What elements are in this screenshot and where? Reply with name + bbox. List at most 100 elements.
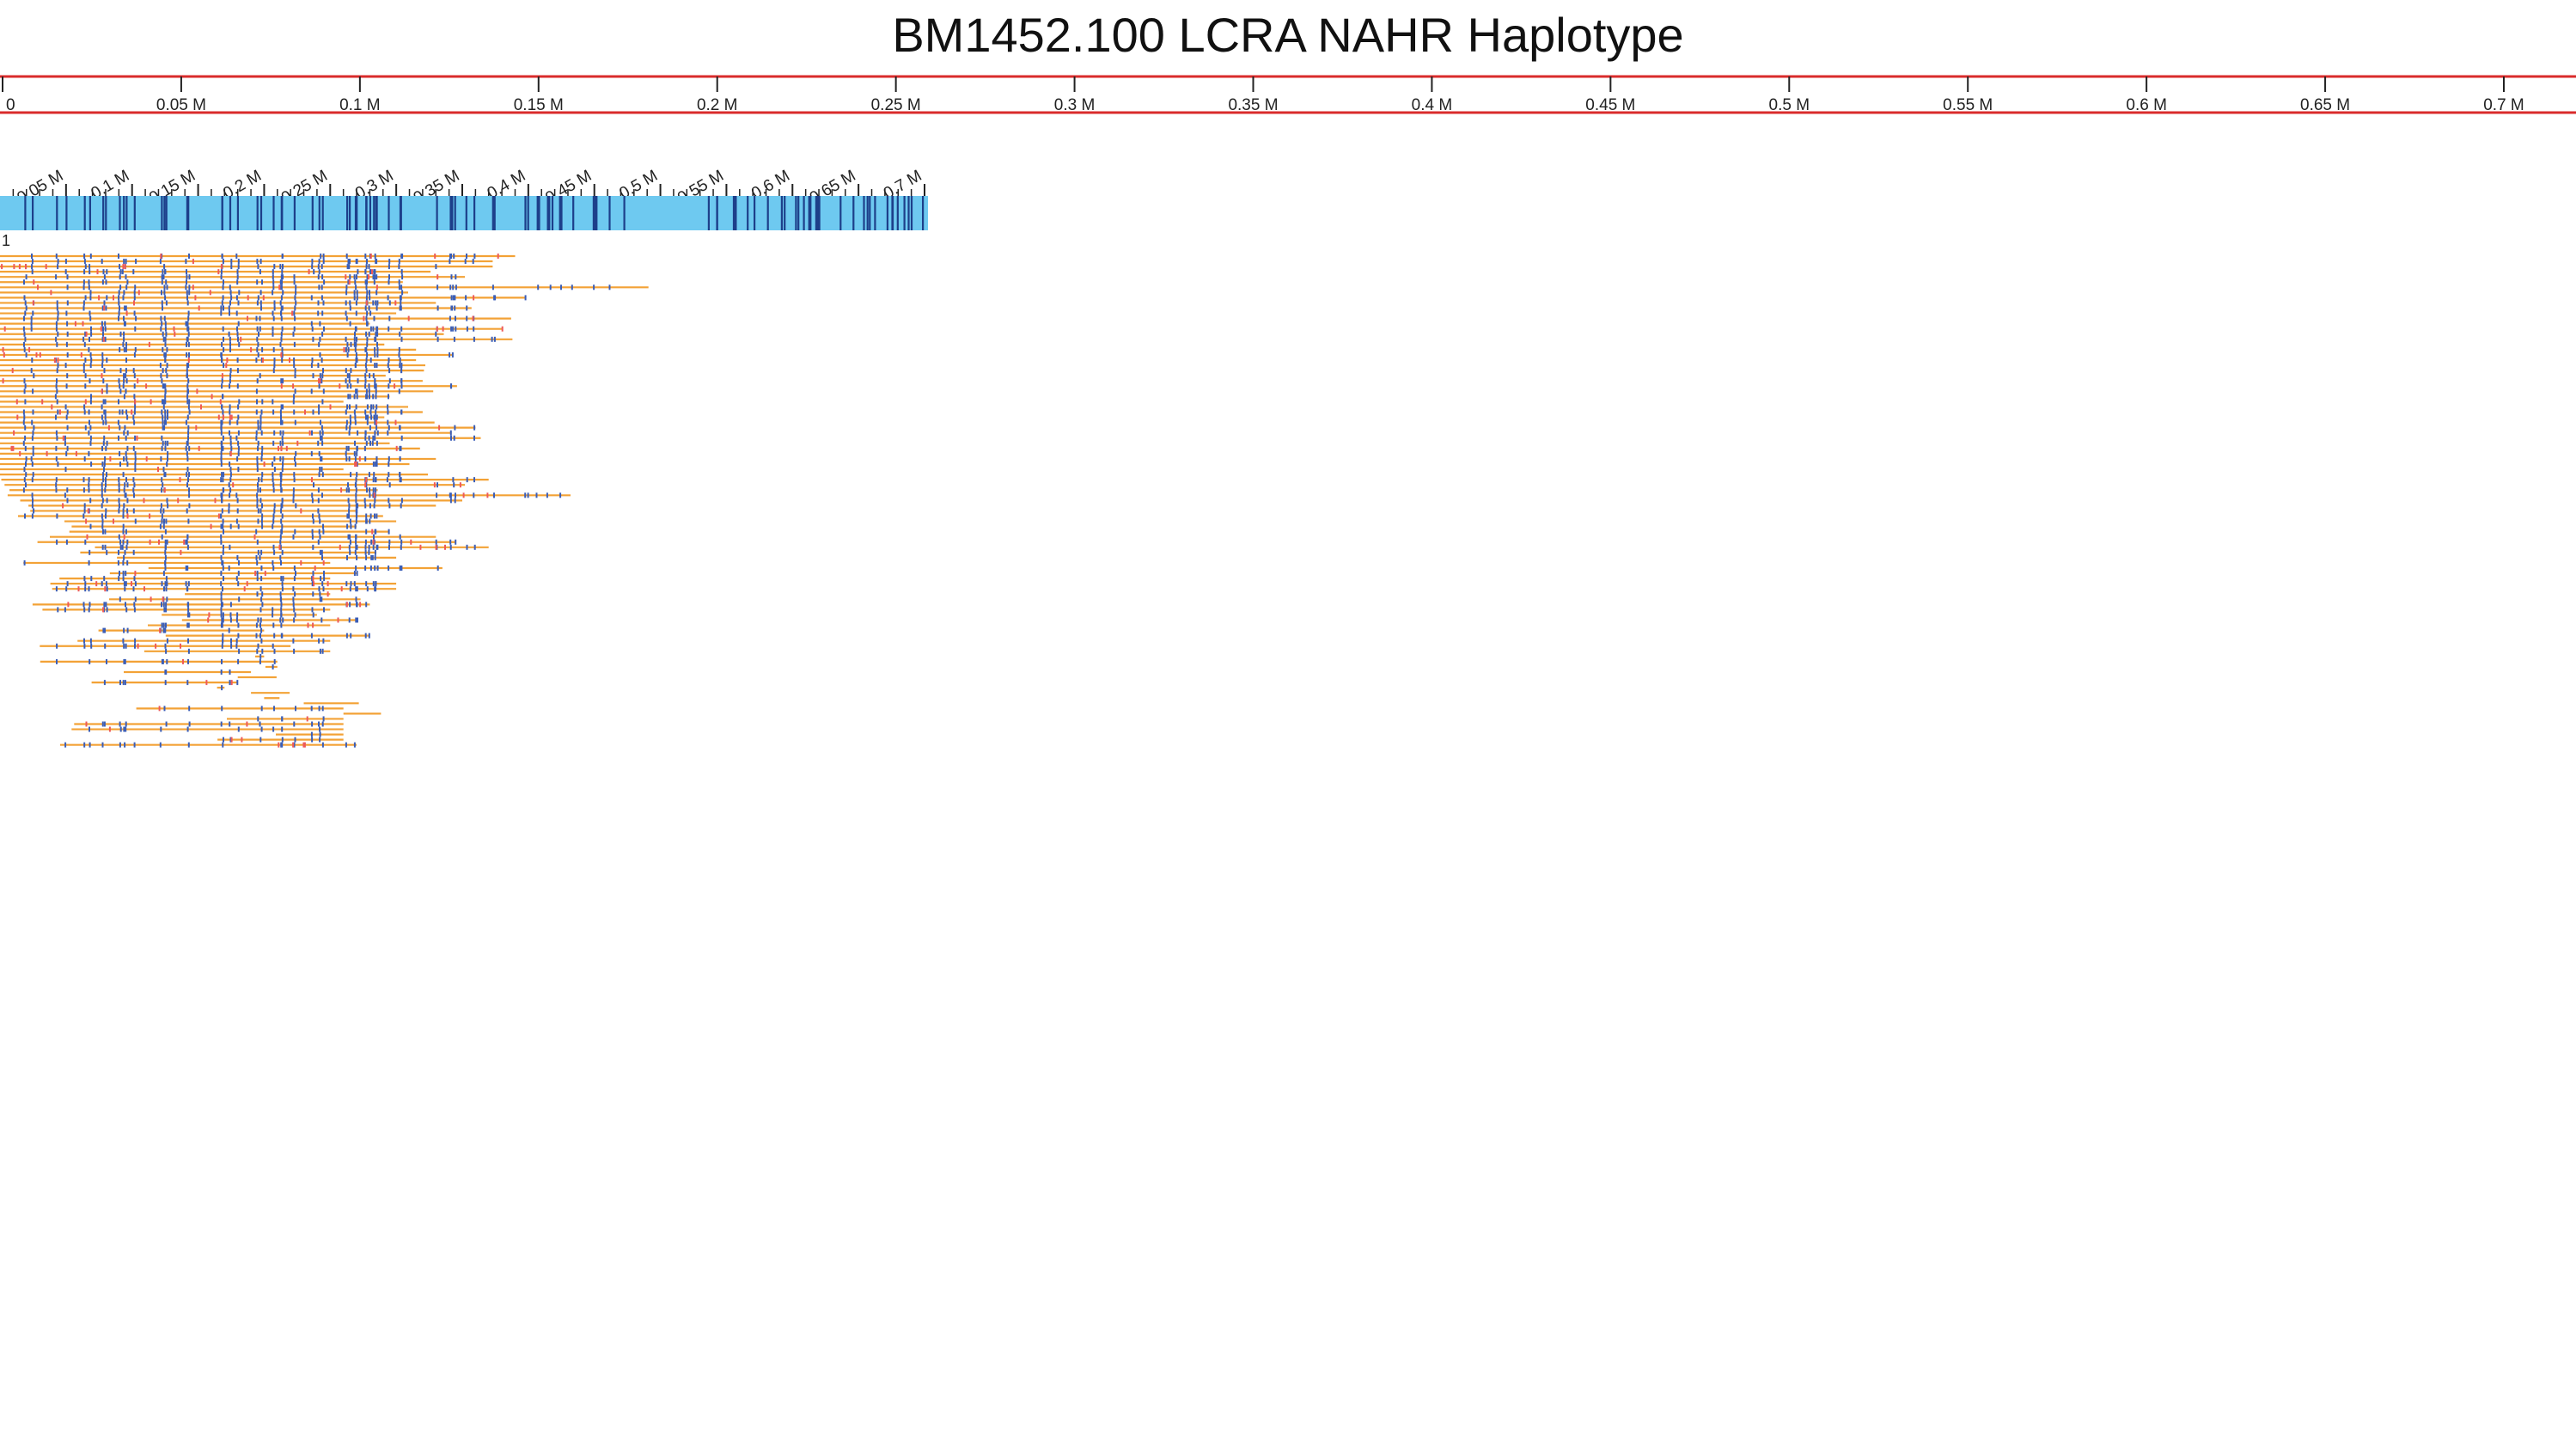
top-ruler-tick-label: 0.55 M <box>1943 96 1993 114</box>
aligned-label <box>365 414 367 420</box>
aligned-label <box>294 591 296 597</box>
aligned-label <box>164 399 167 405</box>
aligned-label <box>349 425 351 431</box>
aligned-label <box>162 274 165 280</box>
aligned-label <box>364 430 367 436</box>
aligned-label <box>310 295 313 301</box>
aligned-label <box>88 487 90 493</box>
reference-label-mark <box>623 196 626 230</box>
aligned-label <box>228 305 230 311</box>
aligned-label <box>279 430 282 436</box>
aligned-label <box>365 284 368 290</box>
aligned-label <box>22 409 25 415</box>
aligned-label <box>119 742 121 748</box>
aligned-label <box>319 596 321 602</box>
aligned-label <box>23 559 26 566</box>
aligned-label <box>282 455 284 462</box>
aligned-label <box>119 388 122 394</box>
aligned-label <box>366 336 369 342</box>
aligned-label <box>134 518 137 524</box>
aligned-label <box>375 487 377 493</box>
molecule <box>42 607 331 613</box>
aligned-label <box>125 435 127 441</box>
aligned-label <box>281 358 284 363</box>
aligned-label <box>399 455 401 462</box>
aligned-label <box>348 430 351 436</box>
molecule <box>0 409 423 415</box>
aligned-label <box>186 290 188 296</box>
aligned-label <box>161 622 163 628</box>
aligned-label <box>354 549 357 555</box>
aligned-label <box>372 492 375 498</box>
aligned-label <box>292 602 295 608</box>
aligned-label <box>235 254 238 259</box>
aligned-label <box>355 300 357 306</box>
aligned-label <box>348 513 350 519</box>
aligned-label <box>356 274 357 280</box>
aligned-label <box>185 259 187 265</box>
aligned-label <box>161 581 163 587</box>
aligned-label <box>30 315 33 321</box>
aligned-label <box>65 341 68 347</box>
aligned-label <box>24 425 27 431</box>
aligned-label <box>345 742 347 748</box>
aligned-label <box>373 315 375 321</box>
reference-label-mark <box>839 196 842 230</box>
aligned-label <box>89 399 92 405</box>
aligned-label <box>272 566 275 571</box>
aligned-label <box>101 581 103 587</box>
top-ruler-tick-label: 0.5 M <box>1769 96 1810 114</box>
aligned-label <box>119 425 121 431</box>
aligned-label <box>229 346 231 352</box>
reference-label-mark <box>818 196 821 230</box>
aligned-label <box>236 554 239 560</box>
aligned-label <box>161 477 163 483</box>
reference-label-mark <box>102 196 105 230</box>
aligned-label <box>237 523 240 529</box>
unaligned-label <box>395 445 398 451</box>
aligned-label <box>133 352 136 358</box>
aligned-label <box>56 513 58 519</box>
aligned-label <box>88 450 90 456</box>
aligned-label <box>22 326 25 332</box>
aligned-label <box>25 352 27 358</box>
aligned-label <box>165 300 168 306</box>
aligned-label <box>272 368 275 374</box>
aligned-label <box>280 295 283 301</box>
aligned-label <box>370 404 372 410</box>
aligned-label <box>88 586 90 592</box>
aligned-label <box>376 300 379 306</box>
aligned-label <box>88 346 90 352</box>
aligned-label <box>473 336 475 342</box>
unaligned-label <box>410 539 412 545</box>
aligned-label <box>321 310 324 316</box>
aligned-label <box>259 419 262 425</box>
aligned-label <box>260 409 263 415</box>
molecule <box>0 358 417 363</box>
unaligned-label <box>436 326 438 332</box>
aligned-label <box>101 523 104 529</box>
aligned-label <box>164 440 167 446</box>
aligned-label <box>163 472 166 478</box>
unaligned-label <box>16 414 19 420</box>
aligned-label <box>293 721 296 727</box>
aligned-label <box>133 383 136 389</box>
aligned-label <box>349 321 351 327</box>
aligned-label <box>318 529 320 535</box>
top-ruler-tick-label: 0.4 M <box>1412 96 1453 114</box>
aligned-label <box>317 539 320 545</box>
aligned-label <box>259 269 261 275</box>
aligned-label <box>388 503 391 509</box>
aligned-label <box>104 627 106 633</box>
aligned-label <box>293 477 296 483</box>
aligned-label <box>317 440 320 446</box>
aligned-label <box>83 341 86 347</box>
aligned-label <box>229 477 232 483</box>
unaligned-label <box>149 539 151 545</box>
aligned-label <box>166 363 168 369</box>
molecule <box>0 352 454 358</box>
aligned-label <box>347 394 350 400</box>
aligned-label <box>317 274 320 280</box>
molecule <box>0 269 431 275</box>
unaligned-label <box>312 576 314 582</box>
